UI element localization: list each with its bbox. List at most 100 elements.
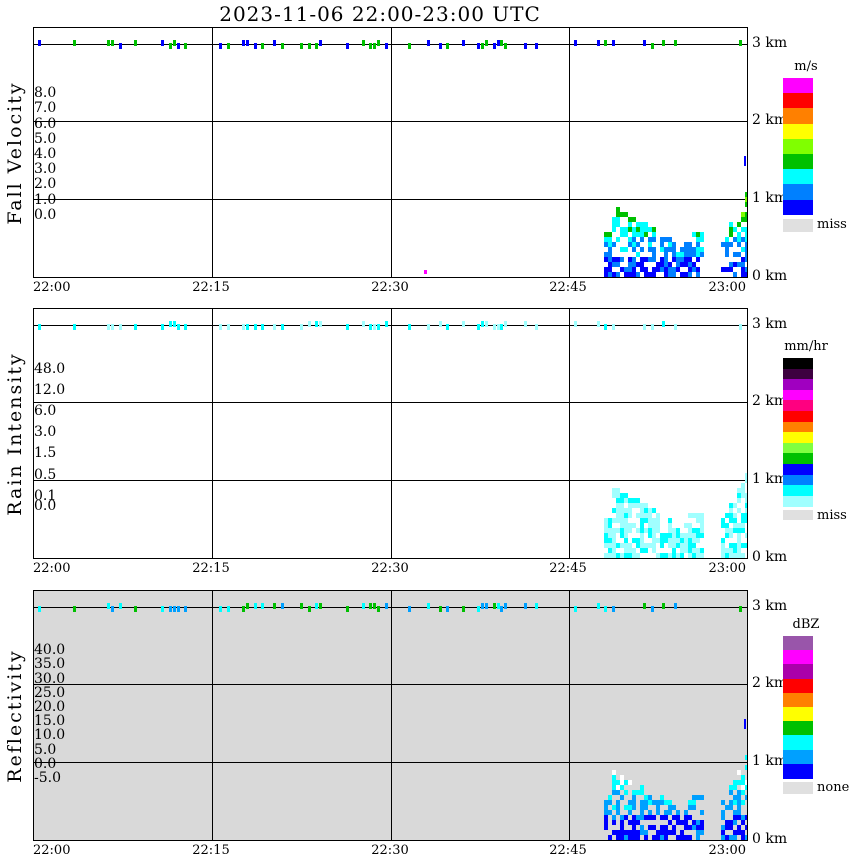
- data-cell: [172, 605, 176, 612]
- data-cell: [692, 267, 697, 272]
- data-cell: [640, 528, 645, 533]
- data-cell: [446, 323, 450, 330]
- colorbar-missing-swatch-fall-velocity: [783, 218, 813, 232]
- data-cell: [628, 222, 633, 227]
- data-cell: [523, 320, 527, 327]
- data-cell: [642, 602, 646, 609]
- data-cell: [700, 513, 705, 518]
- data-cell: [628, 528, 633, 533]
- data-cell: [636, 553, 641, 558]
- data-cell: [644, 232, 649, 237]
- data-cell: [652, 257, 657, 262]
- data-cell: [732, 272, 737, 277]
- time-tick-fall-velocity-4: 23:00: [708, 280, 746, 295]
- data-cell: [632, 835, 637, 840]
- plot-panel-fall-velocity[interactable]: [33, 27, 748, 278]
- data-cell: [161, 605, 165, 612]
- data-cell: [740, 815, 745, 820]
- data-cell: [612, 323, 616, 330]
- data-cell: [624, 508, 629, 513]
- data-cell: [624, 498, 629, 503]
- data-cell: [700, 810, 705, 815]
- data-cell: [732, 513, 737, 518]
- data-cell: [636, 262, 641, 267]
- colorbar-label-fall-velocity-4: 4.0: [34, 146, 57, 162]
- plot-panel-reflectivity[interactable]: [33, 590, 748, 841]
- data-cell: [624, 805, 629, 810]
- data-cell: [644, 815, 649, 820]
- data-cell: [680, 548, 685, 553]
- data-cell: [632, 232, 637, 237]
- data-cell: [660, 835, 665, 840]
- data-cell: [624, 523, 629, 528]
- data-cell: [628, 835, 633, 840]
- data-cell: [700, 523, 705, 528]
- data-cell: [724, 528, 729, 533]
- data-cell: [628, 508, 633, 513]
- data-cell: [692, 820, 697, 825]
- colorbar-band-fall-velocity-5: [783, 154, 813, 170]
- data-cell: [720, 518, 725, 523]
- colorbar-label-rain-intensity-13: 0.0: [34, 498, 57, 515]
- data-cell: [226, 605, 230, 612]
- data-cell: [307, 605, 311, 612]
- data-cell: [662, 39, 666, 46]
- data-cell: [644, 830, 649, 835]
- time-tick-fall-velocity-1: 22:15: [192, 280, 230, 295]
- data-cell: [172, 39, 176, 46]
- data-cell: [620, 227, 625, 232]
- colorbar-label-rain-intensity-8: 1.5: [34, 445, 57, 462]
- data-cell: [608, 232, 613, 237]
- data-cell: [724, 267, 729, 272]
- data-cell: [692, 533, 697, 538]
- data-cell: [477, 42, 481, 49]
- data-cell: [744, 513, 747, 518]
- data-cell: [668, 518, 673, 523]
- colorbar-band-fall-velocity-8: [783, 199, 813, 216]
- data-cell: [107, 39, 111, 46]
- data-cell: [608, 795, 613, 800]
- data-cell: [660, 262, 665, 267]
- data-cell: [660, 800, 665, 805]
- data-cell: [724, 835, 729, 840]
- colorbar-label-rain-intensity-2: 12.0: [34, 381, 66, 398]
- data-cell: [628, 800, 633, 805]
- data-cell: [744, 785, 747, 790]
- data-cell: [616, 222, 621, 227]
- data-cell: [728, 548, 733, 553]
- colorbar-reflectivity[interactable]: [783, 636, 813, 779]
- data-cell: [384, 320, 388, 327]
- data-cell: [728, 785, 733, 790]
- time-tick-reflectivity-1: 22:15: [192, 843, 230, 858]
- data-cell: [732, 785, 737, 790]
- data-cell: [612, 820, 617, 825]
- data-cell: [72, 323, 76, 330]
- data-cell: [676, 262, 681, 267]
- time-tick-rain-intensity-3: 22:45: [549, 561, 587, 576]
- data-cell: [280, 602, 284, 609]
- data-cell: [176, 605, 180, 612]
- data-cell: [624, 780, 629, 785]
- data-cell: [656, 800, 661, 805]
- colorbar-band-reflectivity-9: [783, 763, 813, 779]
- data-cell: [616, 272, 621, 277]
- data-cell: [740, 493, 745, 498]
- data-cell: [744, 232, 747, 237]
- data-cell: [504, 320, 508, 327]
- plot-panel-rain-intensity[interactable]: [33, 308, 748, 559]
- data-cell: [656, 830, 661, 835]
- data-cell: [648, 523, 653, 528]
- altitude-tick-reflectivity-3: 0 km: [752, 831, 788, 847]
- data-cell: [672, 272, 677, 277]
- data-cell: [668, 237, 673, 242]
- data-cell: [736, 498, 741, 503]
- data-cell: [492, 42, 496, 49]
- colorbar-fall-velocity[interactable]: [783, 78, 813, 216]
- data-cell: [736, 810, 741, 815]
- data-cell: [377, 605, 380, 612]
- data-cell: [161, 323, 165, 330]
- data-cell: [664, 835, 669, 840]
- colorbar-rain-intensity[interactable]: [783, 358, 813, 507]
- data-cell: [676, 810, 681, 815]
- data-cell: [644, 508, 649, 513]
